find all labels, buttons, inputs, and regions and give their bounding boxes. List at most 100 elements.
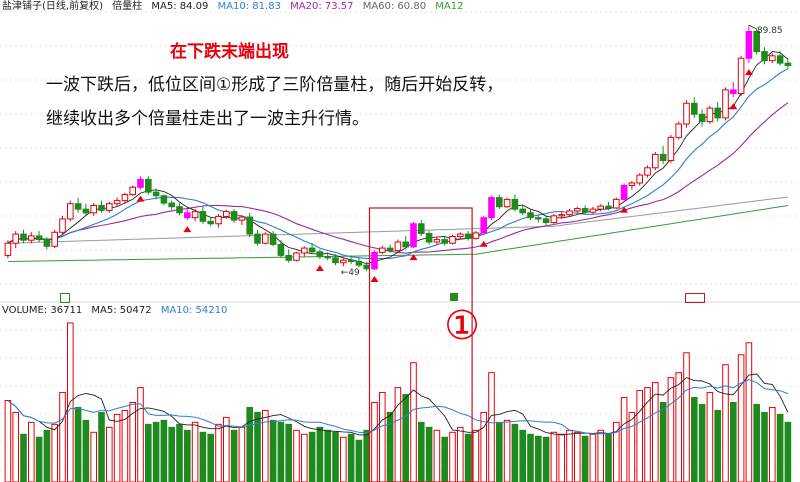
candle — [457, 233, 464, 238]
candle — [82, 208, 90, 214]
candle — [207, 220, 214, 225]
candle — [441, 239, 448, 244]
volume-bar — [581, 435, 589, 482]
candle — [74, 203, 82, 210]
volume-ma5-line — [7, 373, 789, 436]
volume-bar — [191, 421, 199, 482]
volume-bar — [714, 409, 722, 482]
volume-bar — [35, 436, 43, 482]
candle — [363, 264, 370, 270]
candle — [613, 198, 620, 209]
volume-bar — [254, 411, 261, 482]
ma10-readout: MA10: 81.83 — [217, 1, 281, 12]
volume-bar — [449, 431, 456, 482]
ma20-readout: MA20: 73.57 — [290, 1, 354, 12]
candle — [566, 210, 573, 216]
candle — [769, 55, 776, 62]
volume-bar — [113, 413, 121, 482]
candle — [464, 233, 472, 239]
candle — [293, 252, 300, 261]
candle — [698, 113, 706, 123]
candle — [636, 174, 644, 184]
annotation-line-1: 一波下跌后，低位区间①形成了三阶倍量柱，随后开始反转， — [46, 75, 504, 95]
candle — [620, 184, 628, 200]
volume-bar — [410, 362, 417, 482]
candle — [324, 256, 331, 259]
signal-triangle — [729, 103, 738, 110]
volume-bar — [160, 419, 168, 482]
ma60-line — [7, 205, 788, 262]
candle — [745, 30, 753, 59]
candle — [652, 153, 659, 169]
candle — [176, 206, 183, 214]
candle — [223, 211, 230, 217]
volume-bar — [355, 439, 363, 482]
candle — [722, 89, 729, 119]
candle — [761, 51, 768, 62]
candle — [121, 194, 129, 202]
volume-bar — [761, 411, 768, 482]
volume-bar — [98, 411, 105, 482]
volume-bar — [199, 431, 207, 482]
candle — [308, 247, 316, 253]
volume-bar — [659, 401, 667, 482]
candle — [152, 191, 160, 197]
volume-bar — [730, 401, 737, 482]
volume-bar — [59, 392, 66, 482]
candle — [269, 233, 277, 245]
ma60-readout: MA60: 60.80 — [362, 1, 427, 12]
candle — [714, 107, 722, 119]
candle — [215, 215, 222, 225]
volume-bar — [628, 411, 636, 482]
volume-bar — [558, 433, 566, 482]
volume-bar — [106, 426, 113, 482]
candle — [12, 233, 19, 244]
candle — [737, 57, 745, 95]
candle — [355, 260, 363, 266]
volume-bar — [12, 411, 19, 482]
candle — [410, 223, 417, 248]
candle — [589, 208, 597, 213]
candle — [137, 178, 144, 188]
candle — [675, 123, 683, 138]
volume-bar — [550, 431, 558, 482]
volume-bar — [51, 423, 59, 482]
candle — [184, 212, 191, 219]
marker-tag-2 — [450, 293, 458, 301]
volume-bar — [441, 436, 448, 482]
candle — [301, 247, 308, 254]
volume-bar — [386, 411, 394, 482]
volume-bar — [379, 392, 386, 482]
ma5-readout: MA5: 84.09 — [151, 1, 209, 12]
volume-bar — [293, 429, 300, 482]
volume-bar — [184, 429, 191, 482]
volume-bar — [121, 409, 129, 482]
candle — [418, 223, 425, 234]
candle — [776, 55, 784, 64]
volume-bar — [43, 429, 51, 482]
volume-bar — [418, 421, 425, 482]
candle — [98, 205, 105, 211]
candle — [581, 208, 589, 213]
volume-bar — [145, 423, 152, 482]
candle — [730, 89, 737, 95]
candle — [691, 102, 698, 115]
volume-bar — [511, 423, 519, 482]
candle — [550, 215, 558, 224]
volume-readout: VOLUME: 36711 — [2, 305, 83, 316]
volume-bar — [597, 429, 605, 482]
volume-bar — [776, 413, 784, 482]
ma120-readout: MA12 — [435, 1, 464, 12]
volume-bar — [652, 382, 659, 482]
candle — [347, 259, 355, 262]
candle — [519, 208, 527, 214]
signal-triangle — [409, 254, 418, 261]
volume-bar — [535, 435, 542, 482]
candle — [605, 205, 612, 209]
candle — [340, 259, 347, 264]
volume-bar — [82, 419, 90, 482]
volume-bar — [574, 431, 581, 482]
signal-triangle — [370, 276, 379, 283]
candle — [753, 30, 761, 53]
volume-bar — [371, 401, 378, 482]
